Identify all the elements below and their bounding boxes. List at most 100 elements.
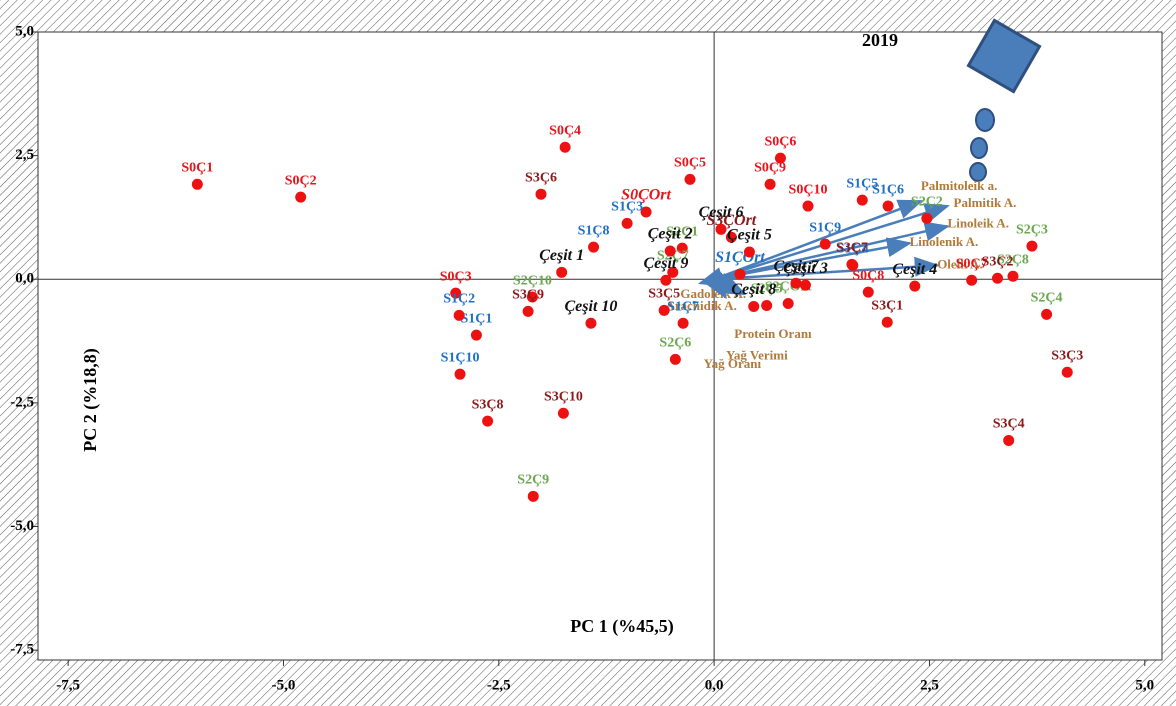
point-label: S0Ç10 — [789, 182, 828, 197]
point — [527, 490, 539, 502]
point — [862, 286, 874, 298]
point — [677, 317, 689, 329]
loading-label: Arachidik A. — [665, 298, 737, 313]
point — [1061, 366, 1073, 378]
point — [761, 299, 773, 311]
point-label: S1Ç9 — [809, 220, 841, 235]
point — [482, 415, 494, 427]
plot-area — [37, 31, 1163, 661]
point-label: S2Ç10 — [513, 273, 552, 288]
loading-label: Palmitoleik a. — [921, 178, 998, 193]
point-label: S2Ç5 — [751, 282, 783, 297]
point-label: Çeşit 8 — [731, 281, 776, 298]
loading-vector — [713, 221, 950, 281]
point-label: S0Ç6 — [764, 134, 796, 149]
point-label: Çeşit 4 — [892, 261, 937, 278]
y-tick-label: 2,5 — [15, 147, 34, 163]
point — [764, 178, 776, 190]
x-axis-title: PC 1 (%45,5) — [570, 616, 673, 637]
point — [526, 291, 538, 303]
loading-vector — [711, 270, 738, 291]
x-tick-label: 5,0 — [1135, 677, 1154, 693]
chart-title: 2019 — [862, 30, 898, 50]
x-tick-label: 2,5 — [920, 677, 939, 693]
point — [1007, 270, 1019, 282]
point — [782, 297, 794, 309]
point-label: S3Ç6 — [525, 170, 557, 185]
icon — [966, 18, 1042, 182]
point — [921, 212, 933, 224]
point — [669, 353, 681, 365]
y-axis-title: PC 2 (%18,8) — [80, 348, 101, 451]
point-label: S2Ç2 — [911, 195, 943, 210]
point-label: S2Ç4 — [1031, 291, 1063, 306]
point-label: S0Ç3 — [440, 269, 472, 284]
point — [734, 268, 746, 280]
point — [295, 191, 307, 203]
point — [856, 194, 868, 206]
point — [588, 241, 600, 253]
point — [470, 329, 482, 341]
point — [882, 200, 894, 212]
point-label: Çeşit 10 — [565, 298, 618, 315]
point — [991, 272, 1003, 284]
point — [664, 245, 676, 257]
point-label: S2Ç8 — [997, 252, 1029, 267]
point-label: S3Ç5 — [648, 287, 680, 302]
point-label: S1Ç4 — [837, 242, 869, 257]
point — [819, 238, 831, 250]
loading-label: Protein Oranı — [734, 326, 812, 341]
y-tick-label: 0,0 — [15, 271, 34, 287]
point — [454, 368, 466, 380]
loading-vector — [714, 256, 940, 281]
point-label: S0Ç2 — [285, 173, 317, 188]
point-label: S2Ç7 — [657, 249, 689, 264]
point-label: Çeşit 3 — [783, 260, 828, 277]
point — [790, 277, 802, 289]
point — [1041, 308, 1053, 320]
point-label: S2Ç9 — [517, 473, 549, 488]
point — [1026, 240, 1038, 252]
point — [557, 407, 569, 419]
point — [535, 188, 547, 200]
point — [640, 206, 652, 218]
x-tick-label: -7,5 — [56, 677, 80, 693]
loading-label: Palmitik A. — [954, 195, 1017, 210]
point — [802, 200, 814, 212]
point-label: S2Ç1 — [666, 224, 698, 239]
loading-vector — [713, 203, 950, 281]
point-label: S3Ç9 — [512, 288, 544, 303]
point-label: S0Ç1 — [181, 161, 213, 176]
point — [453, 309, 465, 321]
point-label: S3Ç2 — [982, 254, 1014, 269]
point — [676, 242, 688, 254]
point-label: Çeşit 9 — [643, 255, 688, 272]
point-label: S1Ç1 — [460, 311, 492, 326]
x-tick-label: -5,0 — [272, 677, 296, 693]
point-label: S3Ç1 — [871, 298, 903, 313]
point — [748, 300, 760, 312]
point — [684, 173, 696, 185]
point-label: Çeşit 2 — [648, 226, 693, 243]
point-label: Çeşit 1 — [539, 247, 584, 264]
point-label: S3Ç10 — [544, 389, 583, 404]
point-label: S0Ç9 — [754, 161, 786, 176]
point-label: S0Ç4 — [549, 123, 581, 138]
y-tick-label: -5,0 — [10, 518, 34, 534]
point — [522, 305, 534, 317]
x-tick-label: -2,5 — [487, 677, 511, 693]
point-label: S1Ç6 — [872, 182, 904, 197]
point-label: Çeşit 6 — [699, 204, 744, 221]
loading-vector — [713, 199, 924, 281]
point-label: S3Ç3 — [1051, 348, 1083, 363]
point — [658, 304, 670, 316]
point-label: Çeşit 5 — [727, 227, 772, 244]
point-label: S1ÇOrt — [715, 249, 765, 266]
point-label: S3Ç4 — [993, 417, 1025, 432]
loading-vector — [713, 237, 913, 281]
point-label: S2Ç6 — [659, 336, 691, 351]
point — [966, 274, 978, 286]
point — [725, 231, 737, 243]
point — [743, 246, 755, 258]
